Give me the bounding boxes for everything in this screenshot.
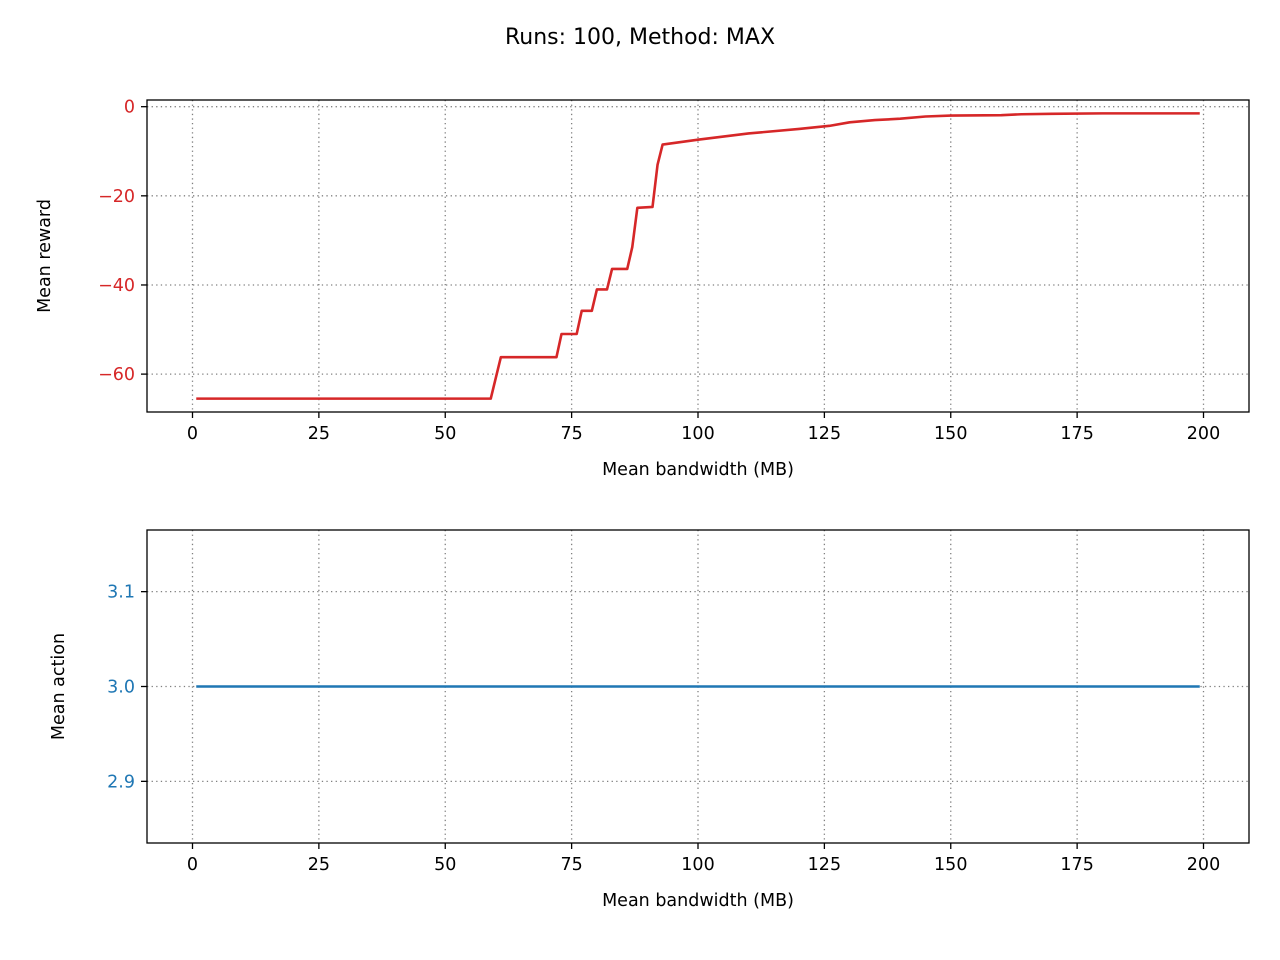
reward-y-tick-label: −40 <box>98 276 135 296</box>
action-axes-frame <box>146 529 1250 844</box>
action-plot: 0 25 50 75 100 125 150 175 200 2.9 3.0 3.1 Mean band… <box>49 529 1250 911</box>
action-y-tick-label: 3.1 <box>107 583 135 603</box>
action-x-tick-label: 150 <box>934 855 967 875</box>
action-y-axis-label: Mean action <box>49 633 69 740</box>
action-x-tick-label: 100 <box>681 855 714 875</box>
figure-title: Runs: 100, Method: MAX <box>505 25 775 50</box>
reward-x-tick-label: 75 <box>560 424 582 444</box>
action-x-tick-label: 75 <box>560 855 582 875</box>
reward-y-tick-label: −60 <box>98 365 135 385</box>
reward-x-tick-label: 200 <box>1187 424 1220 444</box>
reward-x-tick-label: 25 <box>308 424 330 444</box>
reward-series-line <box>196 112 1200 400</box>
action-x-tick-label: 50 <box>434 855 456 875</box>
action-x-tick-label: 125 <box>808 855 841 875</box>
reward-y-tick-label: −20 <box>98 187 135 207</box>
action-x-tick-label: 175 <box>1060 855 1093 875</box>
reward-plot: 0 25 50 75 100 125 150 175 200 0 −20 −40 −60 Mean ban… <box>35 98 1250 480</box>
action-x-tick-label: 0 <box>187 855 198 875</box>
reward-x-tick-label: 100 <box>681 424 714 444</box>
action-y-tick-label: 2.9 <box>107 772 135 792</box>
action-x-tick-label: 200 <box>1187 855 1220 875</box>
reward-y-tick-label: 0 <box>124 98 135 118</box>
reward-x-tick-label: 0 <box>187 424 198 444</box>
reward-x-tick-label: 175 <box>1060 424 1093 444</box>
reward-x-tick-label: 150 <box>934 424 967 444</box>
reward-x-tick-label: 125 <box>808 424 841 444</box>
reward-y-axis-label: Mean reward <box>35 199 55 313</box>
reward-axes-frame <box>146 99 1250 413</box>
action-x-axis-label: Mean bandwidth (MB) <box>602 891 794 911</box>
reward-x-axis-label: Mean bandwidth (MB) <box>602 460 794 480</box>
action-x-tick-label: 25 <box>308 855 330 875</box>
reward-x-tick-label: 50 <box>434 424 456 444</box>
action-y-tick-label: 3.0 <box>107 678 135 698</box>
